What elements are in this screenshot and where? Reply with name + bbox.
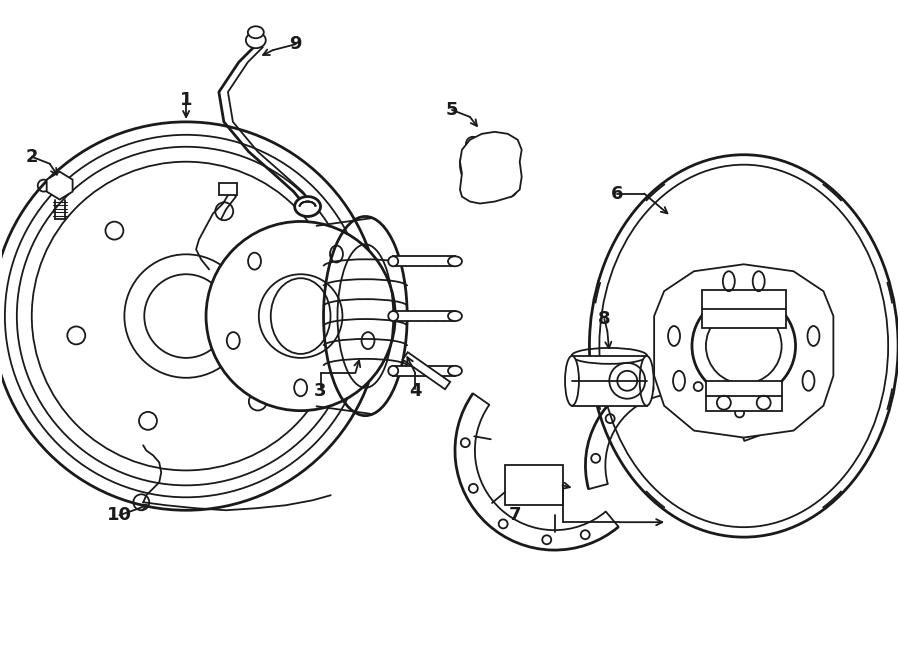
FancyBboxPatch shape xyxy=(572,356,647,406)
Ellipse shape xyxy=(246,32,266,48)
Bar xyxy=(393,311,455,321)
Text: 5: 5 xyxy=(446,101,458,119)
Ellipse shape xyxy=(388,311,398,321)
Ellipse shape xyxy=(565,356,579,406)
FancyBboxPatch shape xyxy=(219,182,237,194)
Bar xyxy=(393,256,455,266)
Ellipse shape xyxy=(448,256,462,266)
Ellipse shape xyxy=(294,196,320,217)
Text: 2: 2 xyxy=(25,147,38,166)
Text: 4: 4 xyxy=(409,382,421,400)
Text: 1: 1 xyxy=(180,91,193,109)
Polygon shape xyxy=(47,172,73,200)
Ellipse shape xyxy=(590,155,898,537)
Bar xyxy=(402,352,450,389)
Circle shape xyxy=(692,294,796,398)
Ellipse shape xyxy=(448,366,462,376)
Text: 8: 8 xyxy=(598,310,611,328)
Ellipse shape xyxy=(388,366,398,376)
Text: 9: 9 xyxy=(290,35,302,53)
Ellipse shape xyxy=(388,256,398,266)
Ellipse shape xyxy=(448,311,462,321)
Ellipse shape xyxy=(640,356,653,406)
Bar xyxy=(393,366,455,376)
Text: 7: 7 xyxy=(508,506,521,524)
FancyBboxPatch shape xyxy=(702,290,786,328)
Text: 3: 3 xyxy=(314,382,327,400)
Text: 6: 6 xyxy=(611,184,624,202)
FancyBboxPatch shape xyxy=(706,381,781,410)
Polygon shape xyxy=(460,132,522,204)
Polygon shape xyxy=(654,264,833,438)
Ellipse shape xyxy=(248,26,264,38)
Circle shape xyxy=(206,221,395,410)
Circle shape xyxy=(706,308,781,384)
Text: 10: 10 xyxy=(107,506,132,524)
